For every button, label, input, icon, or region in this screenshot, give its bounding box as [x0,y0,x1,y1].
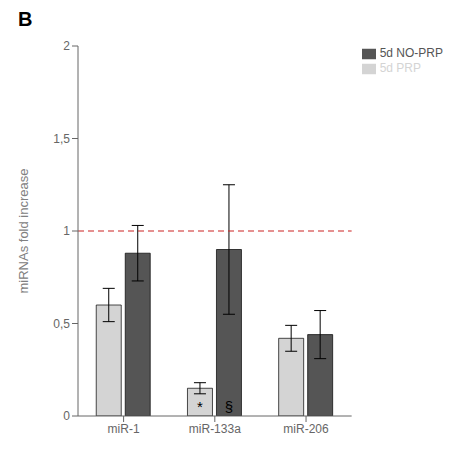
svg-text:*: * [197,398,203,415]
html-text:5d PRP: 5d PRP [379,60,421,75]
svg-text:2: 2 [63,39,70,53]
svg-text:§: § [225,398,233,415]
svg-text:0: 0 [63,409,70,423]
svg-text:1,5: 1,5 [53,132,70,146]
html-text:B: B [18,8,33,30]
svg-text:miR-133a: miR-133a [189,422,241,436]
svg-text:0,5: 0,5 [53,317,70,331]
html-text:5d NO-PRP: 5d NO-PRP [379,46,443,60]
svg-text:miR-206: miR-206 [283,422,329,436]
svg-text:miRNAs fold increase: miRNAs fold increase [16,169,31,294]
svg-text:1: 1 [63,224,70,238]
svg-text:miR-1: miR-1 [108,422,140,436]
